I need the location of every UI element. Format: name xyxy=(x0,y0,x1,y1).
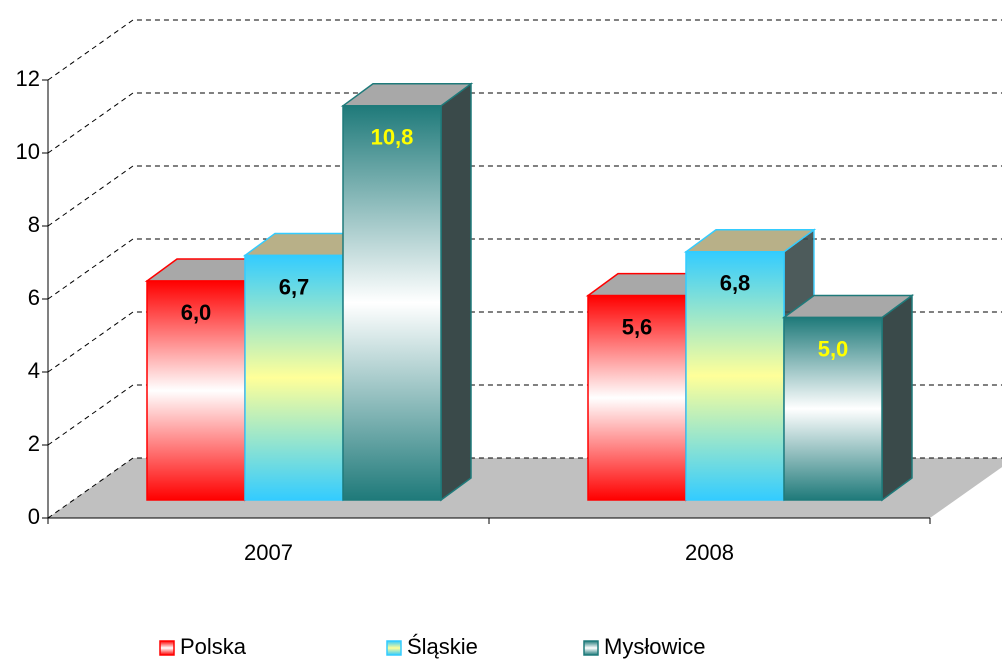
grid-line xyxy=(47,165,1002,227)
value-label: 10,8 xyxy=(371,125,414,150)
legend-swatch xyxy=(583,640,599,656)
value-label: 6,0 xyxy=(181,300,212,325)
y-tick-label: 0 xyxy=(28,504,40,529)
bar xyxy=(340,82,474,502)
grid-line xyxy=(47,19,1002,81)
y-tick-label: 6 xyxy=(28,285,40,310)
bar xyxy=(781,294,915,502)
bar-side xyxy=(881,294,913,502)
bar-front xyxy=(146,280,246,501)
y-tick-label: 12 xyxy=(16,66,40,91)
value-label: 5,0 xyxy=(818,336,849,361)
grid-line xyxy=(47,92,1002,154)
bar-front xyxy=(587,294,687,501)
y-tick-label: 4 xyxy=(28,358,40,383)
legend-label: Polska xyxy=(180,634,247,659)
bar-front xyxy=(342,105,442,501)
value-label: 6,7 xyxy=(279,274,310,299)
legend-label: Mysłowice xyxy=(604,634,705,659)
x-tick-label: 2007 xyxy=(244,540,293,565)
x-tick-label: 2008 xyxy=(685,540,734,565)
legend-swatch xyxy=(386,640,402,656)
y-tick-label: 8 xyxy=(28,212,40,237)
value-label: 5,6 xyxy=(622,314,653,339)
bar-front xyxy=(685,251,785,501)
y-tick-label: 10 xyxy=(16,139,40,164)
y-tick-label: 2 xyxy=(28,431,40,456)
value-label: 6,8 xyxy=(720,271,751,296)
legend-swatch xyxy=(159,640,175,656)
bar-front xyxy=(783,316,883,501)
bar-front xyxy=(244,254,344,501)
bar-side xyxy=(440,82,472,502)
legend-label: Śląskie xyxy=(407,634,478,659)
